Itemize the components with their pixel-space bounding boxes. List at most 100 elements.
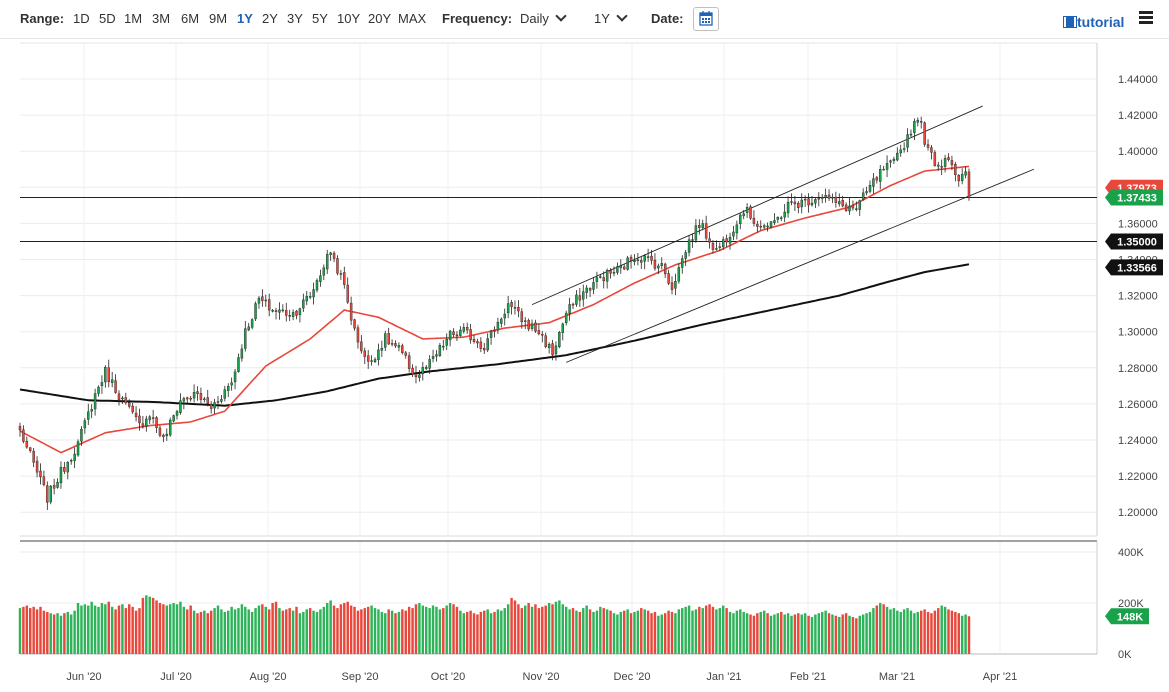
volume-bar	[370, 605, 373, 654]
hamburger-menu-icon[interactable]	[1139, 11, 1153, 25]
volume-bar	[380, 611, 384, 654]
volume-bar	[281, 610, 285, 654]
volume-bar	[414, 604, 418, 654]
price-label-text: 1.33566	[1117, 262, 1157, 274]
volume-bar	[343, 603, 346, 654]
candle-body	[544, 335, 547, 347]
volume-bar	[29, 608, 32, 654]
volume-bar	[455, 606, 459, 654]
volume-bar	[254, 608, 257, 654]
volume-bar	[701, 608, 704, 654]
volume-bar	[537, 608, 541, 654]
volume-bar	[390, 610, 394, 654]
range-9m[interactable]: 9M	[209, 11, 228, 26]
volume-bar	[749, 614, 752, 654]
range-5d[interactable]: 5D	[99, 11, 116, 26]
volume-bar	[363, 608, 367, 654]
candle-body	[107, 367, 110, 383]
volume-bar	[503, 608, 506, 654]
candle-body	[534, 322, 537, 332]
candle-body	[636, 259, 640, 262]
volume-bar	[165, 605, 169, 654]
candle-body	[199, 393, 203, 400]
volume-bar	[602, 608, 605, 654]
frequency-label: Frequency:	[442, 11, 513, 26]
volume-bar	[820, 611, 824, 654]
tutorial-link[interactable]: tutorial	[1063, 14, 1124, 30]
volume-bar	[394, 613, 397, 654]
range-1y[interactable]: 1Y	[237, 11, 253, 26]
candle-body	[756, 223, 759, 227]
candle-body	[721, 239, 725, 248]
candle-body	[674, 281, 677, 289]
range-6m[interactable]: 6M	[181, 11, 200, 26]
volume-bar	[22, 606, 25, 654]
trend-channel	[531, 105, 1035, 363]
volume-bar	[421, 605, 425, 654]
candle-body	[561, 323, 564, 333]
volume-bar	[479, 611, 483, 654]
channel-line	[566, 168, 1035, 363]
volume-bar	[937, 608, 940, 654]
period-dropdown[interactable]: 1Y	[594, 10, 628, 26]
volume-bar	[42, 610, 46, 654]
candlesticks	[18, 116, 971, 510]
candle-body	[875, 177, 879, 181]
volume-bar	[913, 613, 916, 654]
candle-body	[848, 205, 851, 212]
candle-body	[838, 201, 841, 205]
candle-body	[899, 149, 902, 154]
candle-body	[172, 415, 175, 422]
candle-body	[322, 267, 326, 276]
candle-body	[486, 338, 489, 351]
range-10y[interactable]: 10Y	[337, 11, 361, 26]
volume-bar	[906, 608, 909, 654]
volume-bar	[568, 609, 571, 654]
period-value: 1Y	[594, 11, 610, 26]
volume-bar	[957, 613, 960, 654]
volume-bar	[90, 601, 93, 654]
volume-bar	[411, 608, 414, 654]
frequency-dropdown[interactable]: Daily	[520, 10, 567, 26]
range-1m[interactable]: 1M	[124, 11, 143, 26]
volume-bar	[889, 609, 892, 654]
volume-bar	[196, 613, 199, 654]
candle-body	[233, 371, 237, 383]
volume-bar	[271, 603, 274, 654]
candle-body	[670, 282, 674, 290]
candle-body	[902, 148, 906, 150]
volume-bar	[605, 609, 609, 654]
volume-bar	[472, 613, 476, 654]
candle-body	[933, 152, 937, 166]
volume-bar	[401, 609, 404, 654]
volume-bar	[69, 614, 73, 654]
range-3m[interactable]: 3M	[152, 11, 171, 26]
volume-bar	[336, 608, 339, 654]
candle-body	[418, 374, 421, 378]
volume-bar	[230, 606, 233, 654]
volume-bar	[66, 611, 70, 654]
candle-body	[571, 303, 575, 306]
range-3y[interactable]: 3Y	[287, 11, 303, 26]
volume-label-text: 148K	[1117, 611, 1143, 623]
range-5y[interactable]: 5Y	[312, 11, 328, 26]
calendar-icon[interactable]	[693, 7, 719, 31]
volume-bar	[848, 615, 851, 654]
x-tick-label: Oct '20	[431, 671, 466, 683]
volume-bar	[493, 611, 496, 654]
frequency-value: Daily	[520, 11, 549, 26]
candle-body	[489, 330, 493, 338]
range-max[interactable]: MAX	[398, 11, 427, 26]
volume-bar	[544, 605, 547, 654]
range-20y[interactable]: 20Y	[368, 11, 392, 26]
volume-bar	[500, 610, 503, 654]
volume-bar	[298, 613, 302, 654]
volume-bar	[650, 613, 653, 654]
volume-bar	[462, 613, 466, 654]
candle-body	[715, 248, 718, 250]
volume-bar	[698, 606, 701, 654]
range-1d[interactable]: 1D	[73, 11, 90, 26]
range-2y[interactable]: 2Y	[262, 11, 278, 26]
volume-bar	[428, 608, 431, 654]
volume-label-box	[1105, 608, 1149, 625]
